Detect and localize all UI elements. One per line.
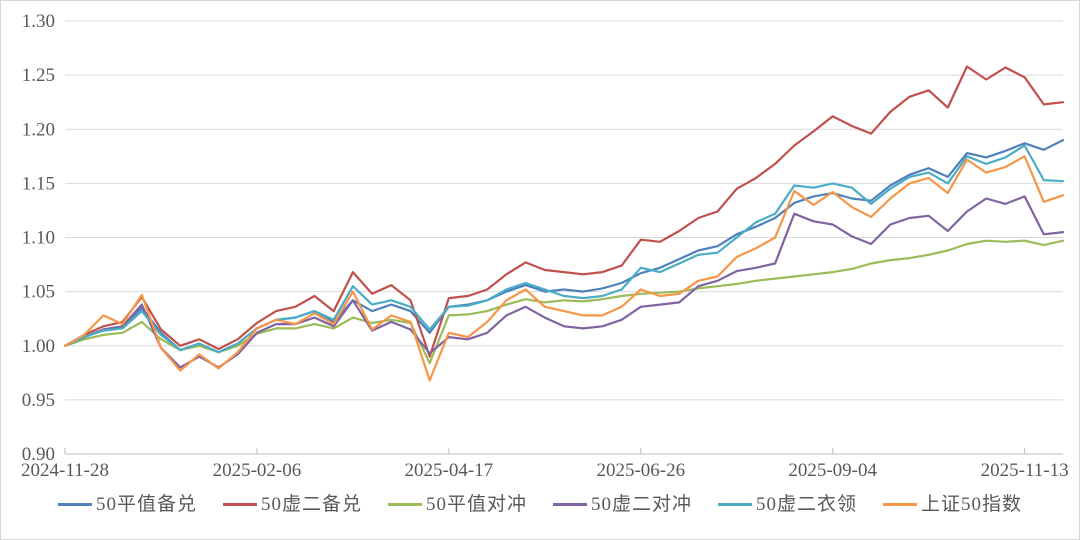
legend-item-2: 50平值对冲	[387, 494, 527, 515]
y-axis-tick-label: 1.05	[22, 282, 55, 303]
x-axis-tick-label: 2025-02-06	[213, 460, 302, 481]
x-axis-tick-label: 2024-11-28	[21, 460, 109, 481]
x-axis-tick-label: 2025-11-13	[981, 460, 1069, 481]
y-axis-tick-label: 1.00	[22, 336, 55, 357]
legend-line-swatch	[883, 503, 918, 506]
legend-item-1: 50虚二备兑	[222, 494, 362, 515]
y-axis-tick-label: 0.95	[22, 390, 55, 411]
legend-label: 50虚二对冲	[591, 494, 693, 515]
y-axis-tick-label: 0.90	[22, 444, 55, 465]
legend-label: 50虚二衣领	[756, 494, 858, 515]
legend-item-0: 50平值备兑	[57, 494, 197, 515]
series-line-3	[63, 195, 1065, 369]
series-line-5	[63, 155, 1065, 382]
legend-line-swatch	[718, 503, 753, 506]
y-axis-tick-label: 1.25	[22, 65, 55, 86]
legend-item-3: 50虚二对冲	[553, 495, 692, 514]
legend-line-swatch	[553, 503, 587, 506]
legend-line-swatch	[57, 503, 92, 506]
legend-item-5: 上证50指数	[883, 495, 1022, 514]
x-axis-tick-label: 2025-06-26	[596, 460, 685, 481]
legend-label: 50虚二备兑	[260, 494, 362, 515]
legend-label: 50平值对冲	[425, 494, 527, 515]
legend-label: 50平值备兑	[95, 494, 197, 515]
legend-label: 上证50指数	[921, 494, 1023, 515]
legend-line-swatch	[222, 503, 257, 506]
series-line-2	[63, 239, 1065, 365]
legend-item-4: 50虚二衣领	[718, 495, 857, 514]
legend-line-swatch	[387, 503, 422, 506]
series-line-1	[63, 65, 1065, 358]
x-axis-tick-label: 2025-09-04	[788, 460, 877, 481]
y-axis-tick-label: 1.15	[22, 173, 55, 194]
y-axis-tick-label: 1.20	[22, 119, 55, 140]
series-line-0	[63, 139, 1065, 354]
chart-legend: 50平值备兑 50虚二备兑 50平值对冲 50虚二对冲 50虚二衣领 上证50指数	[1, 495, 1079, 514]
series-line-4	[63, 144, 1065, 354]
x-axis-tick-label: 2025-04-17	[405, 460, 494, 481]
y-axis-tick-label: 1.10	[22, 228, 55, 249]
y-axis-tick-label: 1.30	[22, 11, 55, 32]
